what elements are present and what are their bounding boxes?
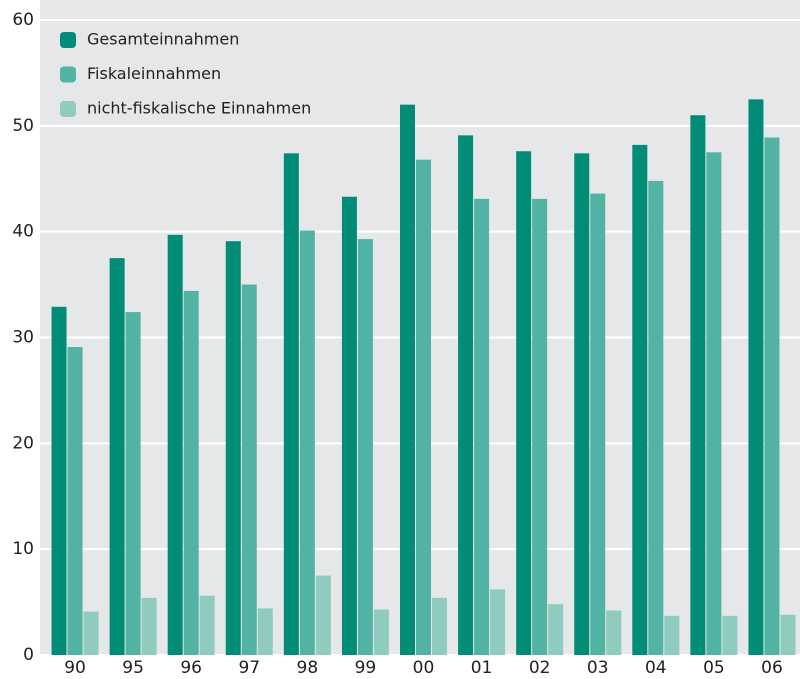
bar — [241, 284, 257, 655]
x-tick-label: 98 — [297, 658, 319, 678]
bar — [706, 152, 722, 655]
bar — [532, 198, 548, 655]
bar — [225, 241, 241, 656]
y-tick-label: 10 — [12, 539, 34, 559]
bar — [141, 597, 157, 655]
x-tick-label: 90 — [64, 658, 86, 678]
bar — [357, 239, 373, 655]
x-tick-label: 01 — [471, 658, 493, 678]
bar — [748, 99, 764, 655]
x-tick-label: 95 — [122, 658, 144, 678]
bar — [548, 604, 564, 655]
bar — [664, 615, 680, 655]
bar — [764, 137, 780, 656]
bar — [109, 258, 125, 655]
bar — [606, 610, 622, 655]
x-tick-label: 06 — [761, 658, 783, 678]
bar — [199, 595, 215, 655]
bar — [67, 347, 83, 655]
y-tick-label: 30 — [12, 328, 34, 348]
y-tick-label: 0 — [23, 645, 34, 665]
bar — [648, 180, 664, 655]
bar — [416, 159, 431, 655]
bar — [83, 611, 99, 655]
x-tick-label: 00 — [413, 658, 435, 678]
legend-swatch — [60, 32, 76, 48]
x-tick-label: 03 — [587, 658, 609, 678]
y-tick-label: 50 — [12, 116, 34, 136]
bar — [167, 234, 183, 655]
bar — [590, 193, 606, 656]
bar — [516, 151, 532, 655]
bar — [432, 597, 447, 655]
bar — [458, 135, 474, 655]
bar — [632, 144, 648, 655]
legend-swatch — [60, 101, 76, 117]
y-tick-label: 60 — [12, 10, 34, 30]
bar — [125, 312, 141, 655]
x-tick-label: 97 — [238, 658, 260, 678]
bar — [183, 290, 199, 655]
legend-label: Gesamteinnahmen — [87, 30, 239, 49]
bar — [373, 609, 389, 655]
x-tick-label: 02 — [529, 658, 551, 678]
bar — [690, 115, 706, 655]
bar — [722, 615, 738, 655]
bar — [257, 608, 273, 655]
bar — [315, 575, 331, 655]
bar — [341, 196, 357, 655]
x-tick-label: 05 — [703, 658, 725, 678]
x-tick-label: 96 — [180, 658, 202, 678]
legend-label: nicht-fiskalische Einnahmen — [87, 99, 311, 118]
bar — [283, 153, 299, 655]
bar — [51, 306, 67, 655]
legend-swatch — [60, 66, 76, 83]
y-tick-label: 40 — [12, 222, 34, 242]
bar — [474, 198, 490, 655]
bar — [299, 230, 315, 655]
y-tick-label: 20 — [12, 433, 34, 453]
legend-label: Fiskaleinnahmen — [87, 64, 221, 83]
x-tick-label: 99 — [355, 658, 377, 678]
bar — [574, 153, 590, 655]
bar — [400, 104, 415, 655]
bar — [490, 589, 506, 655]
bar — [780, 614, 796, 655]
x-tick-label: 04 — [645, 658, 667, 678]
